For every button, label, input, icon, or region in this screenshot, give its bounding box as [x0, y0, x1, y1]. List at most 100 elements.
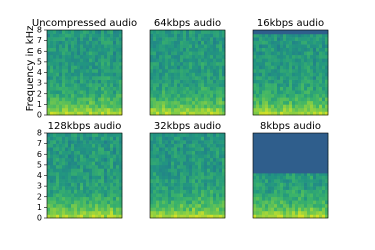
spectrogram-cell [256, 90, 259, 94]
spectrogram-cell [277, 55, 280, 59]
spectrogram-cell [319, 186, 322, 190]
spectrogram-cell [295, 179, 298, 183]
spectrogram [253, 30, 328, 115]
spectrogram-cell [50, 186, 53, 190]
spectrogram-cell [165, 137, 168, 141]
spectrogram-cell [201, 193, 204, 197]
spectrogram-cell [313, 87, 316, 91]
spectrogram-cell [256, 183, 259, 187]
spectrogram-cell [207, 186, 210, 190]
spectrogram-cell [80, 44, 83, 48]
spectrogram-cell [74, 73, 77, 77]
spectrogram-cell [174, 87, 177, 91]
spectrogram-cell [68, 51, 71, 55]
spectrogram-cell [201, 108, 204, 112]
spectrogram-cell [292, 207, 295, 211]
spectrogram-cell [113, 101, 116, 105]
spectrogram [150, 133, 225, 218]
spectrogram-cell [56, 69, 59, 73]
spectrogram-cell [313, 200, 316, 204]
spectrogram-cell [153, 55, 156, 59]
spectrogram-cell [168, 83, 171, 87]
spectrogram-cell [77, 94, 80, 98]
spectrogram-cell [180, 179, 183, 183]
subplot-title: 8kbps audio [260, 121, 321, 132]
spectrogram-cell [150, 168, 153, 172]
spectrogram-cell [271, 83, 274, 87]
spectrogram-cell [168, 179, 171, 183]
spectrogram-cell [156, 168, 159, 172]
spectrogram-cell [98, 34, 101, 38]
spectrogram-cell [56, 190, 59, 194]
spectrogram-cell [116, 137, 119, 141]
spectrogram-cell [107, 41, 110, 45]
spectrogram-cell [219, 101, 222, 105]
spectrogram-cell [56, 204, 59, 208]
spectrogram-cell [174, 207, 177, 211]
spectrogram-cell [283, 101, 286, 105]
spectrogram-cell [180, 158, 183, 162]
spectrogram-cell [104, 41, 107, 45]
spectrogram-cell [210, 104, 213, 108]
spectrogram-cell [204, 193, 207, 197]
spectrogram-cell [262, 73, 265, 77]
spectrogram-cell [150, 197, 153, 201]
spectrogram-cell [268, 176, 271, 180]
spectrogram-cell [313, 83, 316, 87]
spectrogram-cell [62, 51, 65, 55]
spectrogram-cell [65, 186, 68, 190]
spectrogram-cell [307, 44, 310, 48]
spectrogram-cell [71, 207, 74, 211]
spectrogram-cell [83, 140, 86, 144]
spectrogram-cell [289, 65, 292, 69]
spectrogram-cell [216, 51, 219, 55]
spectrogram-cell [168, 48, 171, 52]
spectrogram-cell [295, 97, 298, 101]
spectrogram-cell [92, 80, 95, 84]
spectrogram-cell [262, 97, 265, 101]
spectrogram-cell [162, 62, 165, 66]
spectrogram-cell [301, 90, 304, 94]
spectrogram-cell [277, 101, 280, 105]
spectrogram-cell [207, 51, 210, 55]
spectrogram-cell [213, 90, 216, 94]
spectrogram-cell [174, 55, 177, 59]
spectrogram-cell [280, 58, 283, 62]
spectrogram-cell [50, 30, 53, 34]
spectrogram-cell [159, 172, 162, 176]
spectrogram-cell [307, 69, 310, 73]
spectrogram-cell [204, 176, 207, 180]
spectrogram-cell [168, 183, 171, 187]
spectrogram-cell [47, 51, 50, 55]
spectrogram-cell [116, 58, 119, 62]
spectrogram-cell [156, 73, 159, 77]
spectrogram-cell [201, 65, 204, 69]
spectrogram-cell [265, 197, 268, 201]
spectrogram-cell [92, 200, 95, 204]
spectrogram-cell [280, 176, 283, 180]
spectrogram-cell [310, 76, 313, 80]
spectrogram-cell [307, 186, 310, 190]
spectrogram-cell [201, 197, 204, 201]
spectrogram-cell [74, 80, 77, 84]
spectrogram-cell [219, 137, 222, 141]
spectrogram-cell [110, 90, 113, 94]
spectrogram-cell [159, 55, 162, 59]
spectrogram-cell [174, 183, 177, 187]
spectrogram-cell [98, 179, 101, 183]
spectrogram-cell [74, 41, 77, 45]
spectrogram-cell [177, 211, 180, 215]
spectrogram-cell [301, 69, 304, 73]
spectrogram-cell [50, 69, 53, 73]
spectrogram-cell [189, 80, 192, 84]
spectrogram-cell [292, 104, 295, 108]
spectrogram-cell [59, 83, 62, 87]
spectrogram-cell [262, 101, 265, 105]
spectrogram-cell [95, 104, 98, 108]
spectrogram-cell [101, 80, 104, 84]
spectrogram-cell [171, 147, 174, 151]
spectrogram-cell [80, 137, 83, 141]
spectrogram-cell [107, 172, 110, 176]
spectrogram-cell [80, 30, 83, 34]
spectrogram-cell [107, 140, 110, 144]
